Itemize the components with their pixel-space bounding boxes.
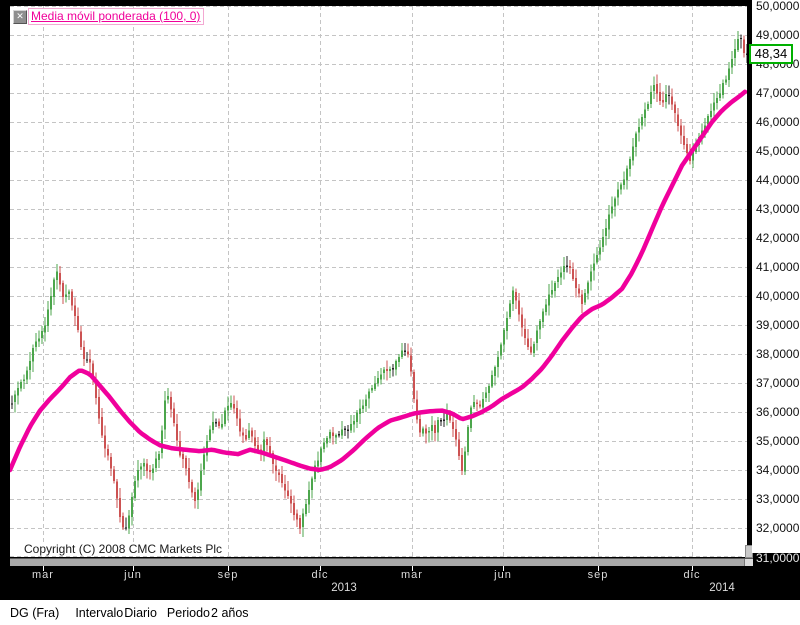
price-axis-label: 40,0000 xyxy=(756,289,800,303)
indicator-legend: ✕ Media móvil ponderada (100, 0) xyxy=(13,8,205,25)
last-price-badge: 48,34 xyxy=(749,44,793,64)
time-axis-tick xyxy=(598,566,599,571)
price-axis-label: 35,0000 xyxy=(756,434,800,448)
price-axis-label: 43,0000 xyxy=(756,202,800,216)
interval-label: Intervalo xyxy=(75,605,124,620)
price-axis-label: 38,0000 xyxy=(756,347,800,361)
price-axis-label: 46,0000 xyxy=(756,115,800,129)
price-axis-label: 50,0000 xyxy=(756,0,800,13)
status-bar: DG (Fra) IntervaloDiario Periodo2 años xyxy=(0,598,800,625)
time-axis-month-label: sep xyxy=(217,569,239,581)
price-axis-label: 47,0000 xyxy=(756,86,800,100)
time-axis-month-label: jun xyxy=(494,569,512,581)
price-axis-label: 36,0000 xyxy=(756,405,800,419)
period-label: Periodo xyxy=(166,605,211,620)
indicator-label[interactable]: Media móvil ponderada (100, 0) xyxy=(28,8,205,25)
time-axis-tick xyxy=(692,566,693,571)
period-value[interactable]: 2 años xyxy=(211,605,249,620)
time-axis-year-label: 2014 xyxy=(709,582,735,594)
time-axis-month-label: mar xyxy=(32,569,54,581)
symbol-label: DG (Fra) xyxy=(10,605,60,620)
close-indicator-icon[interactable]: ✕ xyxy=(13,9,27,24)
time-axis-tick xyxy=(503,566,504,571)
copyright-text: Copyright (C) 2008 CMC Markets Plc xyxy=(20,542,227,556)
price-axis[interactable]: 50,0000 49,0000 48,0000 47,0000 46,0000 45,00… xyxy=(752,0,800,553)
price-axis-label: 32,0000 xyxy=(756,521,800,535)
time-axis-month-label: jun xyxy=(124,569,142,581)
price-axis-label: 41,0000 xyxy=(756,260,800,274)
time-axis-month-label: mar xyxy=(401,569,423,581)
time-axis-year-label: 2013 xyxy=(331,582,357,594)
interval-value[interactable]: Diario xyxy=(124,605,157,620)
time-axis-month-label: dic xyxy=(311,569,329,581)
time-axis-tick xyxy=(133,566,134,571)
interval-group: IntervaloDiario xyxy=(75,606,157,620)
horizontal-scrollbar[interactable] xyxy=(10,558,753,566)
price-axis-label: 34,0000 xyxy=(756,463,800,477)
price-axis-label: 44,0000 xyxy=(756,173,800,187)
time-axis-tick xyxy=(412,566,413,571)
plot-area: ✕ Media móvil ponderada (100, 0) Copyrig… xyxy=(10,6,747,557)
scrollbar-endcap[interactable] xyxy=(744,559,753,566)
price-axis-label: 49,0000 xyxy=(756,28,800,42)
price-axis-label: 37,0000 xyxy=(756,376,800,390)
price-axis-label: 31,0000 xyxy=(756,551,800,565)
period-group: Periodo2 años xyxy=(167,606,249,620)
price-chart-canvas xyxy=(10,6,747,557)
time-axis-tick xyxy=(320,566,321,571)
price-axis-label: 39,0000 xyxy=(756,318,800,332)
price-axis-label: 42,0000 xyxy=(756,231,800,245)
time-axis-month-label: sep xyxy=(587,569,609,581)
price-axis-label: 33,0000 xyxy=(756,492,800,506)
time-axis-tick xyxy=(43,566,44,571)
price-axis-label: 45,0000 xyxy=(756,144,800,158)
time-axis-tick xyxy=(228,566,229,571)
time-axis-month-label: dic xyxy=(683,569,701,581)
